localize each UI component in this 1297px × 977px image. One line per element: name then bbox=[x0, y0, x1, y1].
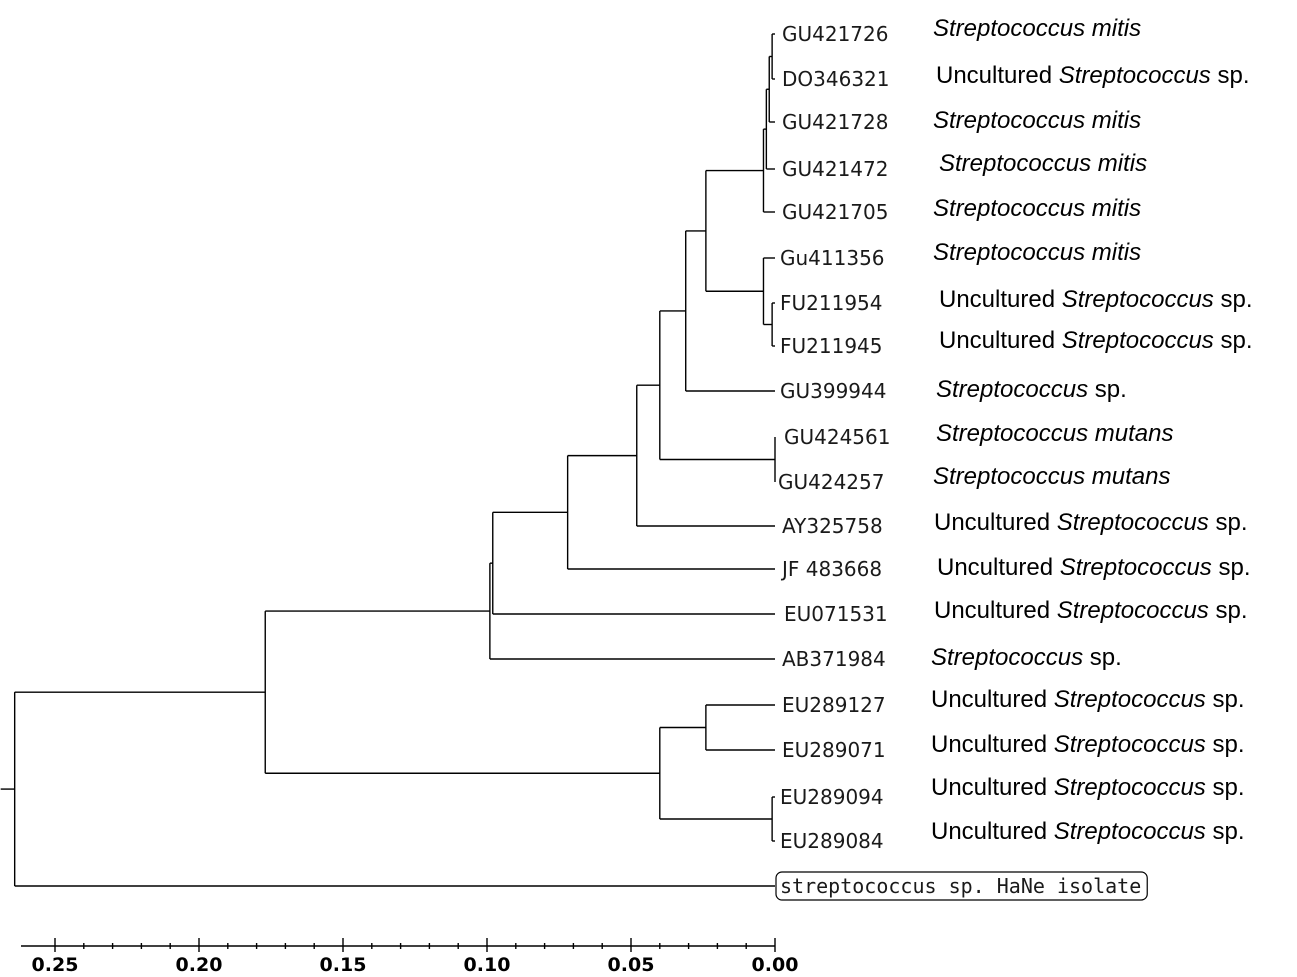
axis-tick-label: 0.20 bbox=[176, 954, 223, 976]
species-label: Uncultured Streptococcus sp. bbox=[931, 686, 1245, 713]
species-italic-segment: Streptococcus bbox=[931, 644, 1083, 671]
species-label: Uncultured Streptococcus sp. bbox=[939, 286, 1253, 313]
species-text-segment: Uncultured bbox=[931, 731, 1054, 758]
accession-label: FU211954 bbox=[780, 291, 883, 315]
species-italic-segment: Streptococcus bbox=[1054, 818, 1206, 845]
axis-tick-label: 0.25 bbox=[32, 954, 79, 976]
species-text-segment: Uncultured bbox=[939, 286, 1062, 313]
species-italic-segment: Streptococcus mitis bbox=[933, 239, 1141, 266]
accession-label: GU421472 bbox=[782, 157, 888, 181]
accession-label: EU289084 bbox=[780, 829, 884, 853]
accession-label: FU211945 bbox=[780, 334, 883, 358]
species-italic-segment: Streptococcus bbox=[1057, 509, 1209, 536]
species-text-segment: sp. bbox=[1206, 731, 1245, 758]
species-text-segment: Uncultured bbox=[934, 509, 1057, 536]
species-text-segment: sp. bbox=[1088, 376, 1127, 403]
species-italic-segment: Streptococcus bbox=[1054, 686, 1206, 713]
species-text-segment: sp. bbox=[1206, 818, 1245, 845]
species-italic-segment: Streptococcus mutans bbox=[936, 420, 1173, 447]
species-italic-segment: Streptococcus bbox=[936, 376, 1088, 403]
accession-label: GU421728 bbox=[782, 110, 888, 134]
species-label: Uncultured Streptococcus sp. bbox=[939, 327, 1253, 354]
species-label: Uncultured Streptococcus sp. bbox=[934, 597, 1248, 624]
species-text-segment: sp. bbox=[1211, 62, 1250, 89]
species-label: Streptococcus mitis bbox=[933, 195, 1141, 222]
species-italic-segment: Streptococcus mitis bbox=[933, 107, 1141, 134]
species-italic-segment: Streptococcus bbox=[1059, 62, 1211, 89]
species-italic-segment: Streptococcus bbox=[1062, 286, 1214, 313]
accession-label: GU424257 bbox=[778, 470, 884, 494]
species-label: Uncultured Streptococcus sp. bbox=[934, 509, 1248, 536]
species-label: Streptococcus mutans bbox=[936, 420, 1173, 447]
distance-scale-axis: 0.25 0.20 0.15 0.10 0.05 0.00 bbox=[21, 938, 798, 976]
axis-tick-label: 0.05 bbox=[608, 954, 655, 976]
accession-label: GU424561 bbox=[784, 425, 890, 449]
accession-label: EU071531 bbox=[784, 602, 888, 626]
species-text-segment: sp. bbox=[1214, 327, 1253, 354]
species-text-segment: sp. bbox=[1212, 554, 1251, 581]
accession-label: AY325758 bbox=[782, 514, 883, 538]
species-text-segment: sp. bbox=[1214, 286, 1253, 313]
species-label: Uncultured Streptococcus sp. bbox=[931, 774, 1245, 801]
accession-label: EU289071 bbox=[782, 738, 886, 762]
species-text-segment: Uncultured bbox=[936, 62, 1059, 89]
species-italic-segment: Streptococcus bbox=[1062, 327, 1214, 354]
species-label: Streptococcus mitis bbox=[933, 15, 1141, 42]
species-text-segment: sp. bbox=[1209, 509, 1248, 536]
tree-branches bbox=[0, 33, 776, 887]
accession-label: GU399944 bbox=[780, 379, 886, 403]
accession-label: EU289127 bbox=[782, 693, 886, 717]
axis-tick-label: 0.10 bbox=[464, 954, 511, 976]
species-text-segment: Uncultured bbox=[931, 818, 1054, 845]
species-text-segment: Uncultured bbox=[937, 554, 1060, 581]
species-label: Streptococcus mitis bbox=[933, 239, 1141, 266]
species-italic-segment: Streptococcus mitis bbox=[933, 15, 1141, 42]
species-text-segment: sp. bbox=[1206, 774, 1245, 801]
accession-label: Gu411356 bbox=[780, 246, 885, 270]
accession-label: JF 483668 bbox=[780, 557, 882, 581]
species-italic-segment: Streptococcus mitis bbox=[933, 195, 1141, 222]
species-text-segment: Uncultured bbox=[939, 327, 1062, 354]
leaf-labels: GU421726 Streptococcus mitis DO346321 Uncul… bbox=[775, 15, 1253, 901]
axis-tick-label: 0.15 bbox=[320, 954, 367, 976]
species-text-segment: sp. bbox=[1209, 597, 1248, 624]
species-label: Uncultured Streptococcus sp. bbox=[931, 818, 1245, 845]
species-text-segment: Uncultured bbox=[931, 774, 1054, 801]
species-text-segment: Uncultured bbox=[931, 686, 1054, 713]
accession-label: DO346321 bbox=[782, 67, 890, 91]
species-label: Uncultured Streptococcus sp. bbox=[936, 62, 1250, 89]
axis-tick-label: 0.00 bbox=[752, 954, 799, 976]
species-text-segment: sp. bbox=[1206, 686, 1245, 713]
species-text-segment: Uncultured bbox=[934, 597, 1057, 624]
species-label: Streptococcus sp. bbox=[931, 644, 1122, 671]
species-label: Streptococcus mitis bbox=[933, 107, 1141, 134]
species-italic-segment: Streptococcus mitis bbox=[939, 150, 1147, 177]
isolate-label: streptococcus sp. HaNe isolate bbox=[780, 874, 1141, 898]
species-italic-segment: Streptococcus bbox=[1057, 597, 1209, 624]
species-label: Uncultured Streptococcus sp. bbox=[931, 731, 1245, 758]
species-italic-segment: Streptococcus bbox=[1054, 731, 1206, 758]
species-label: Streptococcus mitis bbox=[939, 150, 1147, 177]
species-italic-segment: Streptococcus mutans bbox=[933, 463, 1170, 490]
accession-label: EU289094 bbox=[780, 785, 884, 809]
isolate-box bbox=[775, 871, 1148, 901]
species-label: Streptococcus sp. bbox=[936, 376, 1127, 403]
species-italic-segment: Streptococcus bbox=[1054, 774, 1206, 801]
species-label: Uncultured Streptococcus sp. bbox=[937, 554, 1251, 581]
species-text-segment: sp. bbox=[1083, 644, 1122, 671]
accession-label: GU421726 bbox=[782, 22, 888, 46]
species-label: Streptococcus mutans bbox=[933, 463, 1170, 490]
accession-label: AB371984 bbox=[782, 647, 886, 671]
accession-label: GU421705 bbox=[782, 200, 888, 224]
species-italic-segment: Streptococcus bbox=[1060, 554, 1212, 581]
